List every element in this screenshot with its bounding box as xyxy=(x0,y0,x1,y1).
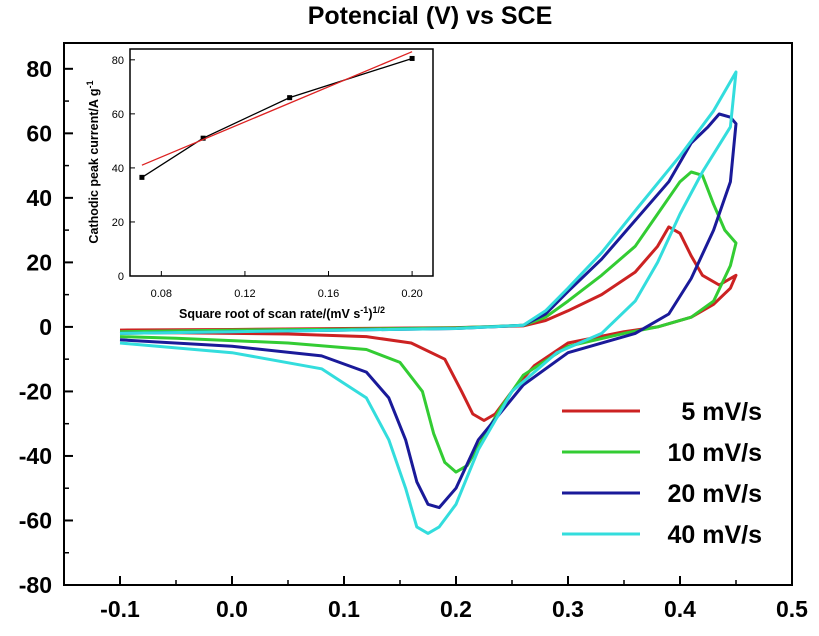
legend-label: 20 mV/s xyxy=(667,480,762,508)
legend-label: 40 mV/s xyxy=(667,521,762,549)
x-tick-label: 0.5 xyxy=(776,596,808,622)
inset-plot: 0.08 0.12 0.16 0.20 0 20 40 60 80 Square root o… xyxy=(85,48,434,321)
x-tick-label: 0.4 xyxy=(664,596,696,622)
series-line-1 xyxy=(119,225,738,422)
chart-title: Potencial (V) vs SCE xyxy=(308,2,553,30)
y-tick-label: -60 xyxy=(19,507,52,533)
main-x-axis: -0.1 0.0 0.1 0.2 0.3 0.4 0.5 xyxy=(100,576,808,622)
y-tick-label: 60 xyxy=(26,120,52,146)
inset-y-tick-label: 0 xyxy=(118,271,124,283)
x-tick-label: 0.3 xyxy=(552,596,584,622)
y-tick-label: 40 xyxy=(26,185,52,211)
inset-x-tick-label: 0.12 xyxy=(234,288,255,300)
inset-data-point xyxy=(200,135,206,141)
inset-series-group xyxy=(139,51,415,180)
inset-x-tick-label: 0.16 xyxy=(318,288,339,300)
series-line-2 xyxy=(119,170,738,474)
series-line-3 xyxy=(119,112,738,510)
inset-y-tick-label: 20 xyxy=(112,217,124,229)
inset-y-tick-label: 40 xyxy=(112,163,124,175)
inset-y-tick-label: 80 xyxy=(112,55,124,67)
inset-x-tick-label: 0.08 xyxy=(151,288,172,300)
inset-data-point xyxy=(409,55,415,61)
main-series-group xyxy=(119,70,738,535)
inset-y-axis: 0 20 40 60 80 xyxy=(112,55,135,283)
inset-series-line-2 xyxy=(141,51,413,166)
y-tick-label: -80 xyxy=(19,572,52,598)
x-tick-label: 0.0 xyxy=(216,596,248,622)
y-tick-label: 20 xyxy=(26,249,52,275)
main-y-axis: -80 -60 -40 -20 0 20 40 60 80 xyxy=(19,56,73,598)
x-tick-label: 0.1 xyxy=(328,596,360,622)
y-tick-label: 0 xyxy=(39,314,52,340)
inset-x-axis-label: Square root of scan rate/(mV s-1)1/2 xyxy=(179,305,385,321)
y-tick-label: 80 xyxy=(26,56,52,82)
inset-x-tick-label: 0.20 xyxy=(401,288,422,300)
legend-label: 5 mV/s xyxy=(681,398,762,426)
inset-plot-frame xyxy=(129,48,434,277)
main-plot-frame xyxy=(63,42,793,586)
inset-x-axis: 0.08 0.12 0.16 0.20 xyxy=(151,271,423,300)
main-plot: -0.1 0.0 0.1 0.2 0.3 0.4 0.5 -80 -60 -40 -20 0 20 40… xyxy=(19,42,808,622)
y-tick-label: -20 xyxy=(19,378,52,404)
inset-data-point xyxy=(287,95,293,101)
x-tick-label: 0.2 xyxy=(440,596,472,622)
x-tick-label: -0.1 xyxy=(100,596,140,622)
y-tick-label: -40 xyxy=(19,443,52,469)
legend: 5 mV/s 10 mV/s 20 mV/s 40 mV/s xyxy=(562,398,762,549)
inset-y-tick-label: 60 xyxy=(112,109,124,121)
inset-y-axis-label: Cathodic peak current/A g-1 xyxy=(85,80,101,243)
series-line-4 xyxy=(119,70,738,535)
legend-label: 10 mV/s xyxy=(667,439,762,467)
inset-data-point xyxy=(139,174,145,180)
